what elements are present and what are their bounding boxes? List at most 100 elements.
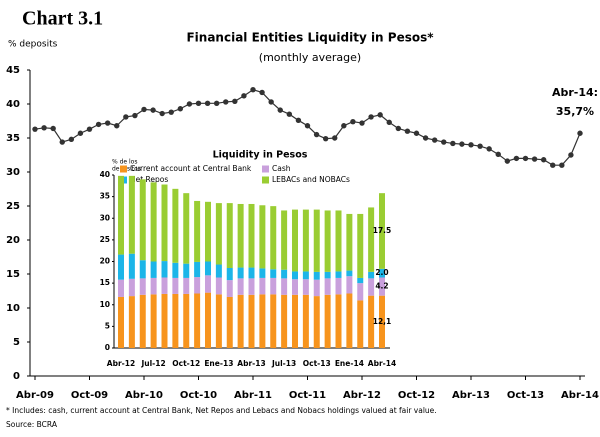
y-tick-label: 45: [6, 65, 20, 76]
legend-label: LEBACs and NOBACs: [272, 175, 350, 184]
header: Chart 3.1: [22, 8, 103, 30]
point: [359, 120, 365, 126]
point: [468, 142, 474, 148]
point: [504, 158, 511, 164]
point: [186, 101, 193, 107]
point: [404, 128, 411, 134]
bar-segment: [215, 294, 222, 348]
point: [304, 123, 311, 129]
bar-segment: [357, 283, 364, 301]
bar-segment: [379, 268, 385, 278]
bar-segment: [183, 193, 190, 264]
bar-segment: [172, 293, 179, 348]
bar-segment: [248, 294, 255, 348]
inset-y-label: % de los: [112, 159, 137, 166]
point: [441, 139, 447, 145]
bar-segment: [237, 294, 244, 348]
point: [95, 121, 102, 128]
bar-segment: [226, 267, 233, 281]
bar-segment: [237, 267, 244, 279]
bar-segment: [118, 175, 124, 255]
point: [77, 130, 84, 136]
point: [368, 114, 374, 120]
bar-segment: [270, 294, 277, 348]
bar-segment: [172, 188, 179, 263]
bar-segment: [118, 254, 124, 280]
point: [322, 135, 329, 142]
bar-segment: [183, 263, 190, 278]
point: [141, 106, 147, 113]
y-tick-label: 35: [6, 133, 20, 144]
bar-segment: [150, 294, 157, 348]
point: [477, 143, 483, 149]
point: [277, 107, 283, 113]
bar-segment: [270, 269, 277, 278]
bar-segment: [335, 271, 342, 278]
point: [431, 137, 438, 143]
point: [550, 162, 556, 168]
inset-x-tick-label: Ene-13: [204, 359, 233, 368]
point: [132, 112, 138, 119]
point: [204, 100, 211, 107]
bar-segment: [215, 277, 222, 295]
bar-segment: [281, 269, 288, 279]
legend-swatch: [262, 176, 269, 184]
bar-segment: [194, 293, 201, 348]
y-tick-label: 15: [6, 269, 20, 280]
point: [213, 100, 220, 107]
source: Source: BCRA: [6, 420, 58, 429]
bar-segment: [281, 278, 288, 295]
bar-segment: [205, 261, 211, 276]
bar-segment: [237, 278, 244, 295]
bar-segment: [118, 296, 124, 348]
point: [540, 157, 547, 163]
inset-y-tick-label: 30: [100, 213, 110, 222]
footnote: * Includes: cash, current account at Cen…: [6, 406, 437, 415]
bar-segment: [302, 279, 309, 295]
point: [295, 117, 302, 124]
bar-segment: [357, 300, 364, 348]
bar-segment: [194, 277, 201, 294]
point: [232, 98, 238, 104]
point: [268, 99, 274, 105]
bar-segment: [313, 271, 320, 280]
y-label: % deposits: [8, 40, 58, 50]
bar-segment: [161, 261, 168, 278]
point: [223, 99, 229, 105]
inset-x-tick-label: Abr-14: [368, 359, 396, 368]
point: [531, 156, 538, 162]
inset-title: Liquidity in Pesos: [213, 150, 308, 161]
bar-segment: [379, 193, 385, 269]
bar-segment: [357, 277, 364, 284]
x-tick-label: Oct-11: [289, 390, 326, 401]
legend-label: Cash: [272, 164, 291, 173]
bar-segment: [357, 213, 364, 278]
point: [386, 119, 392, 126]
inset-x-tick-label: Jul-12: [140, 359, 165, 368]
y-tick-label: 20: [6, 235, 20, 246]
bar-segment: [302, 294, 309, 348]
y-tick-label: 10: [6, 303, 20, 314]
bar-segment: [183, 293, 190, 348]
bar-segment: [270, 277, 277, 295]
bar-segment: [150, 182, 157, 262]
point: [68, 136, 75, 143]
bar-segment: [313, 209, 320, 272]
bar-segment: [194, 261, 201, 278]
point: [259, 89, 265, 96]
point: [168, 109, 174, 115]
bar-segment: [281, 294, 288, 348]
bar-segment: [248, 278, 255, 295]
point: [568, 152, 574, 158]
bar-segment: [139, 179, 146, 261]
bar-segment: [281, 210, 288, 270]
bar-segment: [313, 296, 320, 348]
point: [450, 140, 456, 147]
legend-swatch: [262, 165, 269, 173]
bar-segment: [150, 277, 157, 295]
inset-y-tick-label: 0: [105, 343, 110, 352]
bar-segment: [302, 209, 309, 272]
bar-segment: [205, 292, 211, 348]
bar-segment: [346, 276, 353, 294]
